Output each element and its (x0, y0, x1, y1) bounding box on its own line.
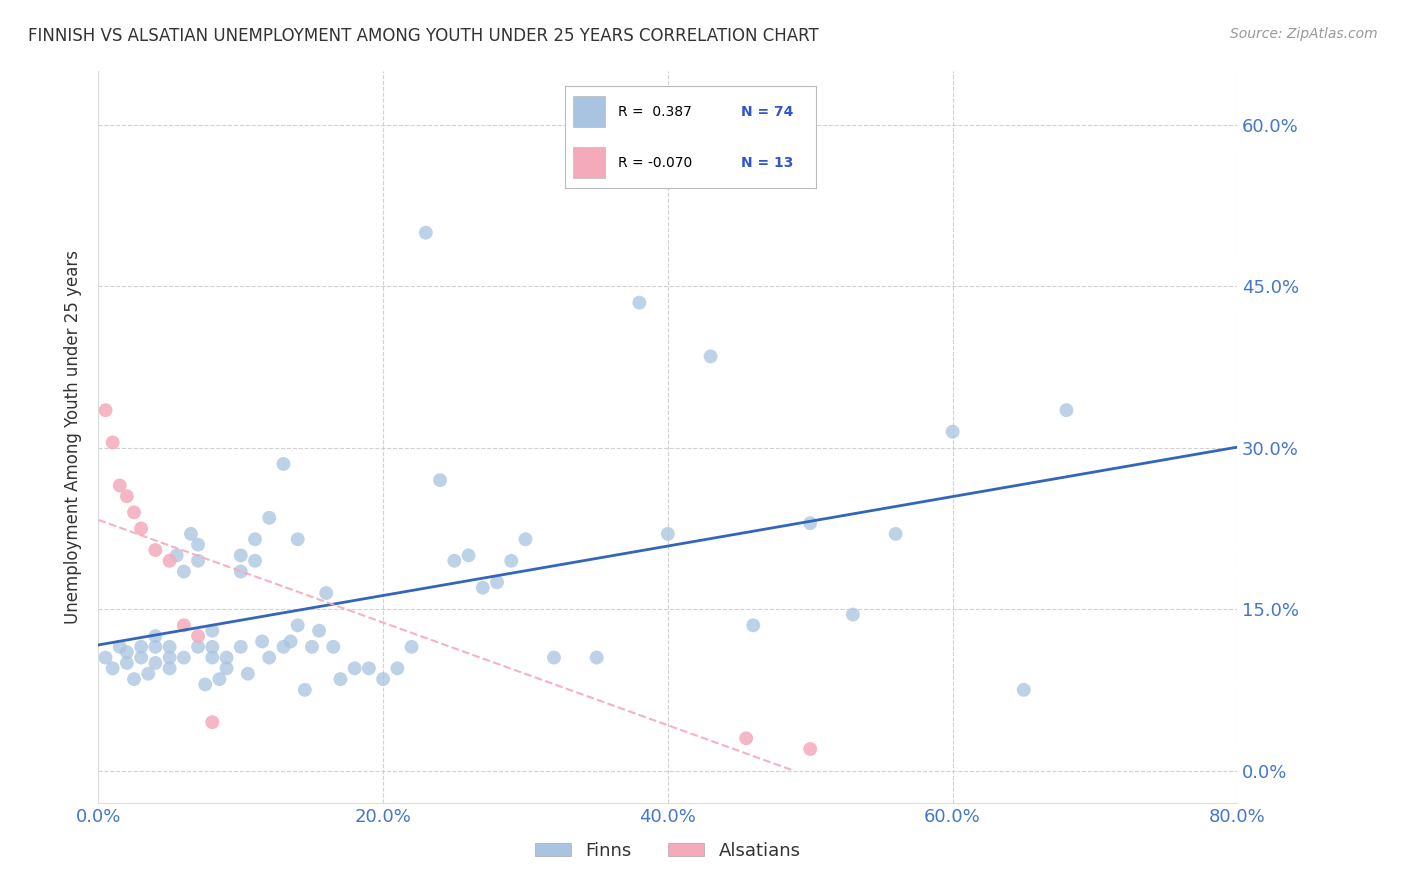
Point (208, 672, 231, 686)
Point (273, 457, 295, 471)
Point (287, 533, 309, 547)
Point (243, 554, 266, 568)
Text: Source: ZipAtlas.com: Source: ZipAtlas.com (1230, 27, 1378, 41)
Point (159, 640, 181, 654)
Point (215, 661, 238, 675)
Point (115, 656, 138, 670)
Point (145, 656, 167, 670)
Legend: Finns, Alsatians: Finns, Alsatians (527, 835, 808, 867)
Point (159, 650, 181, 665)
Point (236, 666, 259, 681)
Point (201, 640, 224, 654)
Point (94, 403, 117, 417)
Point (322, 640, 344, 654)
Point (486, 575, 509, 590)
Point (180, 527, 202, 541)
Point (799, 742, 821, 756)
Point (842, 607, 865, 622)
Point (884, 527, 907, 541)
Point (415, 226, 437, 240)
Point (122, 672, 145, 686)
Point (429, 473, 451, 487)
Y-axis label: Unemployment Among Youth under 25 years: Unemployment Among Youth under 25 years (65, 250, 83, 624)
Point (201, 624, 224, 638)
Point (159, 554, 181, 568)
Point (387, 661, 409, 675)
Point (166, 549, 188, 563)
Point (273, 640, 295, 654)
Point (1012, 682, 1035, 697)
Point (215, 650, 238, 665)
Point (201, 650, 224, 665)
Point (229, 565, 252, 579)
Point (543, 650, 565, 665)
Point (259, 650, 281, 665)
Point (115, 645, 138, 659)
Point (287, 618, 309, 632)
Point (942, 425, 965, 439)
Point (735, 731, 758, 746)
Point (357, 661, 380, 675)
Point (173, 650, 195, 665)
Point (229, 549, 252, 563)
Point (457, 549, 479, 563)
Point (250, 634, 273, 648)
Point (101, 435, 124, 450)
Point (657, 527, 679, 541)
Point (145, 543, 167, 558)
Point (194, 677, 217, 691)
Point (501, 554, 523, 568)
Point (742, 618, 765, 632)
Point (136, 666, 159, 681)
Point (101, 661, 124, 675)
Point (373, 672, 395, 686)
Point (108, 478, 131, 492)
Point (201, 715, 224, 730)
Point (129, 640, 152, 654)
Point (699, 350, 721, 364)
Point (329, 672, 352, 686)
Point (243, 533, 266, 547)
Point (628, 295, 651, 310)
Point (187, 640, 209, 654)
Point (259, 510, 281, 524)
Point (471, 581, 494, 595)
Point (585, 650, 607, 665)
Point (294, 682, 316, 697)
Point (1056, 403, 1078, 417)
Point (145, 640, 167, 654)
Point (122, 505, 145, 519)
Point (173, 565, 195, 579)
Point (280, 634, 302, 648)
Text: FINNISH VS ALSATIAN UNEMPLOYMENT AMONG YOUTH UNDER 25 YEARS CORRELATION CHART: FINNISH VS ALSATIAN UNEMPLOYMENT AMONG Y… (28, 27, 818, 45)
Point (173, 618, 195, 632)
Point (129, 521, 152, 535)
Point (187, 629, 209, 643)
Point (515, 533, 537, 547)
Point (443, 554, 465, 568)
Point (94, 650, 117, 665)
Point (799, 516, 821, 530)
Point (187, 538, 209, 552)
Point (129, 650, 152, 665)
Point (187, 554, 209, 568)
Point (145, 629, 167, 643)
Point (315, 586, 337, 600)
Point (229, 640, 252, 654)
Point (108, 640, 131, 654)
Point (343, 661, 366, 675)
Point (159, 661, 181, 675)
Point (401, 640, 423, 654)
Point (301, 640, 323, 654)
Point (308, 624, 330, 638)
Point (115, 489, 138, 503)
